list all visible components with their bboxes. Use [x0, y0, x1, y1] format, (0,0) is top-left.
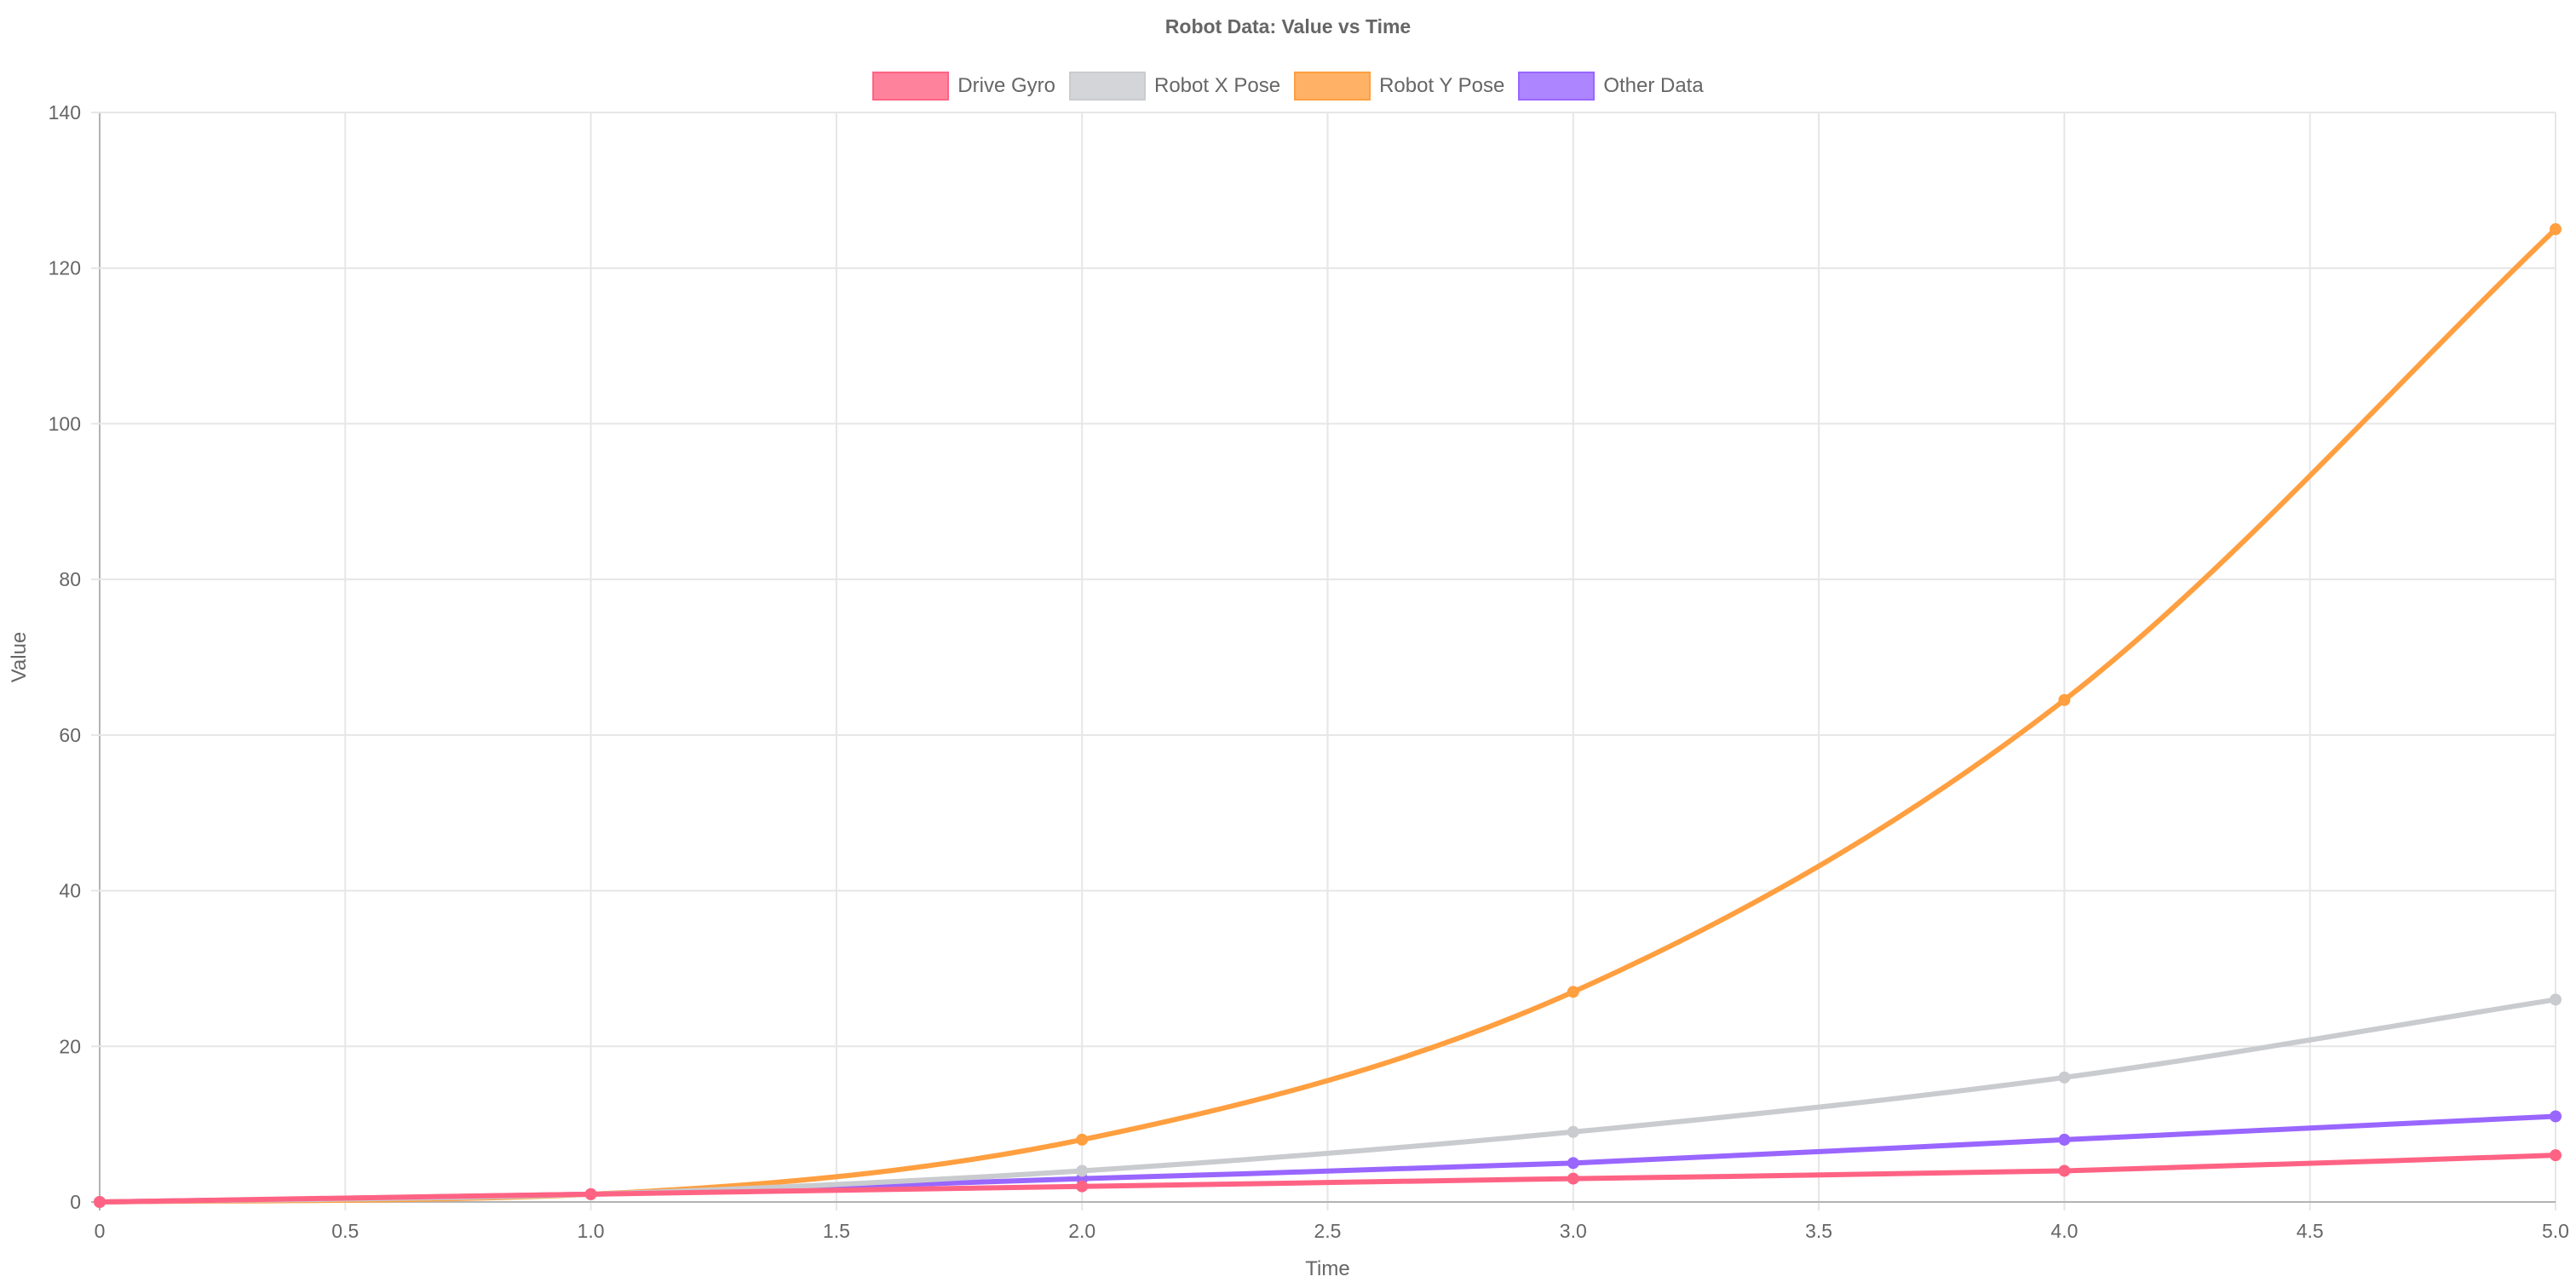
y-tick-label: 80 — [59, 568, 81, 590]
legend-swatch-other-data — [1518, 72, 1596, 101]
x-axis-title: Time — [1305, 1257, 1349, 1280]
legend-item-drive-gyro[interactable]: Drive Gyro — [872, 72, 1055, 101]
series-line-drive-gyro — [97, 1153, 2558, 1205]
x-tick-label: 0.5 — [331, 1220, 359, 1242]
legend-label-robot-y-pose: Robot Y Pose — [1379, 74, 1505, 97]
legend-item-robot-x-pose[interactable]: Robot X Pose — [1068, 72, 1281, 101]
legend-label-other-data: Other Data — [1603, 74, 1704, 97]
y-tick-label: 0 — [70, 1191, 81, 1213]
y-tick-label: 40 — [59, 880, 81, 902]
legend-item-other-data[interactable]: Other Data — [1518, 72, 1704, 101]
x-tick-label: 1.5 — [823, 1220, 850, 1242]
legend: Drive Gyro Robot X Pose Robot Y Pose Oth… — [0, 72, 2576, 101]
data-point-robot-x-pose — [2058, 1071, 2071, 1084]
data-point-drive-gyro — [2058, 1164, 2071, 1177]
x-tick-label: 2.0 — [1068, 1220, 1095, 1242]
data-point-other-data — [2550, 1110, 2562, 1123]
legend-label-robot-x-pose: Robot X Pose — [1153, 74, 1281, 97]
y-tick-label: 120 — [49, 257, 81, 279]
data-point-robot-x-pose — [2550, 993, 2562, 1006]
y-tick-label: 60 — [59, 724, 81, 746]
x-tick-label: 3.0 — [1560, 1220, 1587, 1242]
x-tick-label: 5.0 — [2542, 1220, 2569, 1242]
y-tick-label: 20 — [59, 1035, 81, 1057]
data-point-drive-gyro — [94, 1196, 106, 1208]
data-point-drive-gyro — [2550, 1149, 2562, 1162]
legend-swatch-robot-x-pose — [1068, 72, 1146, 101]
y-tick-label: 100 — [49, 412, 81, 434]
x-tick-label: 4.0 — [2050, 1220, 2078, 1242]
data-point-drive-gyro — [1076, 1180, 1089, 1193]
data-point-robot-y-pose — [1076, 1133, 1089, 1146]
legend-item-robot-y-pose[interactable]: Robot Y Pose — [1294, 72, 1504, 101]
data-point-robot-x-pose — [1567, 1125, 1579, 1138]
legend-swatch-drive-gyro — [872, 72, 950, 101]
x-tick-label: 1.0 — [578, 1220, 605, 1242]
x-tick-label: 3.5 — [1805, 1220, 1832, 1242]
y-axis-title: Value — [8, 632, 31, 683]
data-point-other-data — [1567, 1157, 1579, 1170]
data-point-robot-y-pose — [1567, 986, 1579, 998]
data-point-robot-y-pose — [2058, 693, 2071, 706]
legend-label-drive-gyro: Drive Gyro — [957, 74, 1055, 97]
x-tick-label: 2.5 — [1314, 1220, 1342, 1242]
y-tick-label: 140 — [49, 101, 81, 124]
x-tick-label: 4.5 — [2297, 1220, 2324, 1242]
data-point-drive-gyro — [1567, 1172, 1579, 1185]
chart-title: Robot Data: Value vs Time — [1164, 15, 1412, 37]
legend-swatch-robot-y-pose — [1294, 72, 1371, 101]
data-point-drive-gyro — [584, 1187, 597, 1200]
data-point-robot-x-pose — [1076, 1164, 1089, 1177]
x-tick-label: 0 — [95, 1220, 106, 1242]
data-point-other-data — [2058, 1133, 2071, 1146]
data-point-robot-y-pose — [2550, 223, 2562, 236]
